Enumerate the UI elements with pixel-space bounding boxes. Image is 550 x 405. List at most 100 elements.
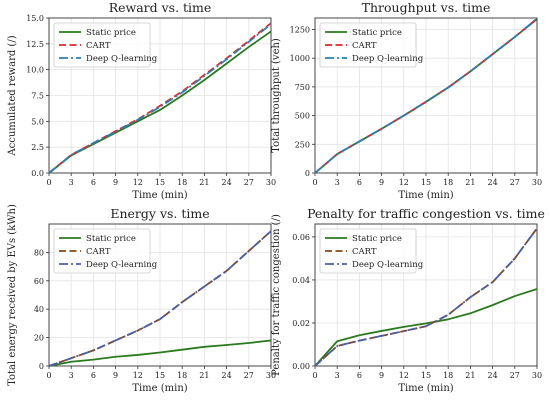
x-tick-label: 12 — [399, 371, 409, 380]
x-axis-label: Time (min) — [132, 190, 187, 201]
y-tick-label: 10.0 — [26, 66, 44, 75]
x-axis-label: Time (min) — [132, 383, 187, 394]
legend: Static price CART Deep Q-learning — [319, 228, 424, 274]
x-tick-label: 9 — [379, 178, 384, 187]
x-tick-label: 30 — [532, 178, 542, 187]
chart-panel-1: 0 3 6 9 12 15 18 21 24 27 30 0 250 500 750 1000 1250 Thro… — [271, 0, 542, 201]
x-tick-label: 9 — [113, 371, 118, 380]
x-tick-label: 6 — [91, 178, 96, 187]
legend: Static price CART Deep Q-learning — [319, 22, 424, 68]
x-tick-label: 6 — [357, 371, 362, 380]
x-tick-label: 30 — [266, 178, 276, 187]
chart-panel-0: 0 3 6 9 12 15 18 21 24 27 30 0.0 2.5 5.0 7.5 10.0 12.5 15… — [7, 0, 276, 201]
series-line-deep-q-learning — [314, 227, 538, 367]
legend-label: CART — [86, 247, 111, 257]
y-tick-label: 60 — [34, 277, 44, 286]
x-tick-label: 24 — [488, 178, 498, 187]
y-axis-label: Penalty for traffic congestion (/) — [271, 214, 282, 376]
series-line-deep-q-learning — [48, 230, 272, 367]
legend-label: Static price — [86, 234, 136, 244]
x-tick-label: 0 — [46, 178, 51, 187]
y-tick-label: 80 — [34, 248, 44, 257]
y-tick-label: 2.5 — [31, 143, 44, 152]
x-tick-label: 21 — [199, 371, 209, 380]
x-tick-label: 24 — [222, 371, 232, 380]
y-tick-label: 1250 — [290, 25, 310, 34]
x-tick-label: 9 — [379, 371, 384, 380]
legend-label: Static price — [352, 28, 402, 38]
y-tick-label: 250 — [295, 140, 310, 149]
y-tick-label: 750 — [295, 83, 310, 92]
x-tick-label: 0 — [312, 178, 317, 187]
y-tick-label: 0.02 — [292, 319, 310, 328]
x-tick-label: 18 — [443, 178, 453, 187]
chart-panel-2: 0 3 6 9 12 15 18 21 24 27 30 0 20 40 60 80 Energy vs. ti… — [7, 204, 276, 394]
legend-label: CART — [86, 41, 111, 51]
legend: Static price CART Deep Q-learning — [53, 22, 158, 68]
legend-label: CART — [352, 41, 377, 51]
x-tick-label: 27 — [244, 371, 254, 380]
x-tick-label: 0 — [46, 371, 51, 380]
y-tick-label: 7.5 — [31, 92, 44, 101]
legend-label: CART — [352, 247, 377, 257]
y-tick-label: 0 — [305, 169, 310, 178]
x-tick-label: 15 — [421, 371, 431, 380]
chart-title: Penalty for traffic congestion vs. time — [307, 206, 545, 221]
x-tick-label: 30 — [532, 371, 542, 380]
x-tick-label: 6 — [91, 371, 96, 380]
x-tick-label: 0 — [312, 371, 317, 380]
x-tick-label: 3 — [69, 371, 74, 380]
x-tick-label: 3 — [69, 178, 74, 187]
chart-panel-3: 0 3 6 9 12 15 18 21 24 27 30 0.00 0.02 0.04 0.06 Penalt… — [271, 206, 545, 394]
x-axis-label: Time (min) — [398, 190, 453, 201]
x-tick-label: 21 — [199, 178, 209, 187]
legend-label: Deep Q-learning — [352, 260, 424, 270]
x-tick-label: 6 — [357, 178, 362, 187]
x-tick-label: 27 — [244, 178, 254, 187]
x-tick-label: 18 — [443, 371, 453, 380]
y-axis-label: Accumulated reward (/) — [7, 35, 18, 156]
y-tick-label: 5.0 — [31, 117, 44, 126]
legend: Static price CART Deep Q-learning — [53, 228, 158, 274]
series-line-static-price — [314, 288, 538, 367]
series-line-static-price — [48, 339, 272, 367]
x-tick-label: 18 — [177, 371, 187, 380]
legend-label: Deep Q-learning — [86, 260, 158, 270]
x-tick-label: 21 — [465, 178, 475, 187]
y-axis-label: Total throughput (veh) — [271, 38, 282, 153]
legend-box — [319, 22, 417, 68]
x-tick-label: 12 — [133, 178, 143, 187]
x-tick-label: 27 — [510, 371, 520, 380]
legend-box — [53, 228, 151, 274]
chart-title: Energy vs. time — [110, 206, 209, 221]
x-tick-label: 15 — [155, 371, 165, 380]
legend-label: Deep Q-learning — [86, 54, 158, 64]
legend-label: Static price — [86, 28, 136, 38]
x-tick-label: 3 — [335, 371, 340, 380]
y-tick-label: 500 — [295, 112, 310, 121]
y-tick-label: 0.0 — [31, 169, 44, 178]
x-tick-label: 30 — [266, 371, 276, 380]
x-tick-label: 24 — [222, 178, 232, 187]
x-tick-label: 27 — [510, 178, 520, 187]
y-tick-label: 40 — [34, 305, 44, 314]
x-tick-label: 18 — [177, 178, 187, 187]
x-tick-label: 9 — [113, 178, 118, 187]
y-tick-label: 0 — [39, 362, 44, 371]
y-tick-label: 15.0 — [26, 14, 44, 23]
legend-label: Static price — [352, 234, 402, 244]
chart-title: Reward vs. time — [109, 0, 212, 15]
legend-label: Deep Q-learning — [352, 54, 424, 64]
x-tick-label: 21 — [465, 371, 475, 380]
x-tick-label: 3 — [335, 178, 340, 187]
legend-box — [319, 228, 417, 274]
legend-box — [53, 22, 151, 68]
x-tick-label: 24 — [488, 371, 498, 380]
x-tick-label: 15 — [421, 178, 431, 187]
x-tick-label: 12 — [133, 371, 143, 380]
y-tick-label: 0.06 — [292, 233, 310, 242]
chart-title: Throughput vs. time — [362, 0, 491, 15]
y-tick-label: 12.5 — [26, 40, 44, 49]
x-tick-label: 12 — [399, 178, 409, 187]
